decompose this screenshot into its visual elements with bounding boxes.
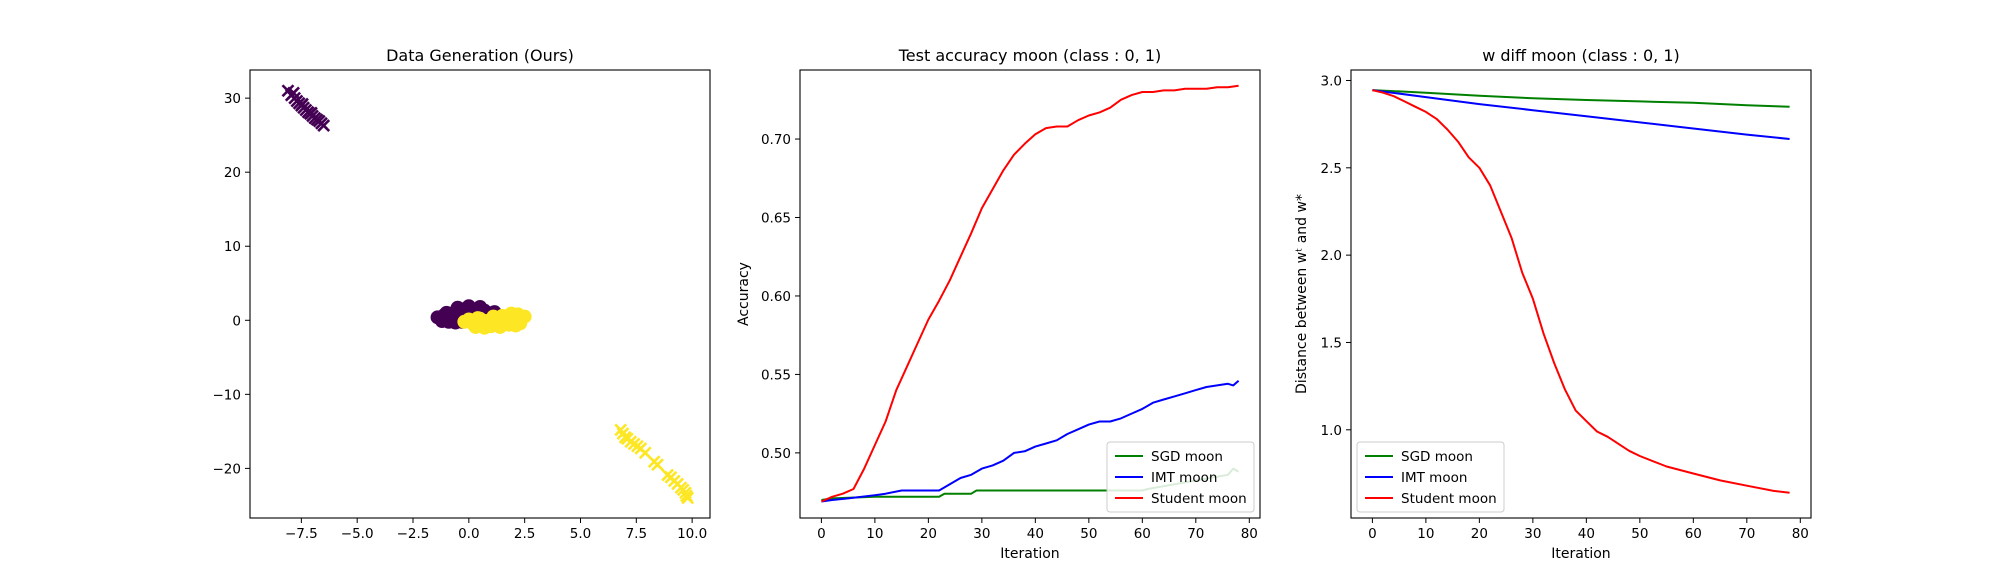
- chart-title: Data Generation (Ours): [386, 46, 574, 65]
- legend-label: SGD moon: [1401, 449, 1473, 465]
- plot-area: [281, 84, 695, 505]
- series-line-imt-moon: [1372, 89, 1790, 140]
- legend-box: [1356, 441, 1505, 513]
- y-tick-label: 3.0: [1321, 73, 1342, 89]
- x-tick-label: −7.5: [285, 526, 318, 542]
- x-tick-label: 70: [1738, 526, 1755, 542]
- legend-label: Student moon: [1151, 491, 1247, 507]
- x-tick-label: 70: [1187, 526, 1204, 542]
- x-tick-label: 20: [1471, 526, 1488, 542]
- x-tick-label: 7.5: [626, 526, 647, 542]
- x-tick-label: 50: [1080, 526, 1097, 542]
- y-tick-label: 2.0: [1321, 248, 1342, 264]
- subplot-2: Test accuracy moon (class : 0, 1) 0 10 20 30…: [736, 46, 1261, 562]
- series-line-imt-moon: [821, 379, 1240, 503]
- y-tick-label: 0.60: [761, 289, 791, 305]
- legend-label: IMT moon: [1401, 470, 1467, 486]
- plot-area: [820, 84, 1240, 503]
- y-tick-label: 1.0: [1321, 423, 1342, 439]
- y-tick-label: 2.5: [1321, 161, 1342, 177]
- axes-frame: [1350, 69, 1812, 519]
- x-tick-label: 10: [866, 526, 883, 542]
- scatter-point-class-0: [450, 300, 465, 315]
- scatter-point-x-class-1: [681, 491, 695, 505]
- legend-label: Student moon: [1401, 491, 1497, 507]
- x-tick-label: 30: [973, 526, 990, 542]
- scatter-point-class-0: [439, 305, 454, 320]
- series-line-student-moon: [1372, 89, 1790, 494]
- scatter-point-x-class-0: [287, 86, 300, 100]
- x-axis-label: Iteration: [1551, 546, 1610, 562]
- x-tick-label: 80: [1792, 526, 1809, 542]
- axes-frame: [249, 69, 711, 519]
- legend: SGD moon IMT moon Student moon: [1356, 441, 1505, 513]
- subplot-3: w diff moon (class : 0, 1) 0 10 20 30 40 50 60 7…: [1294, 46, 1812, 562]
- y-tick-label: 0: [232, 313, 241, 329]
- y-axis-label: Distance between wᵗ and w*: [1294, 194, 1310, 394]
- x-tick-label: 0: [1368, 526, 1377, 542]
- y-tick-label: 20: [224, 165, 241, 181]
- x-tick-label: 60: [1685, 526, 1702, 542]
- y-tick-label: 1.5: [1321, 335, 1342, 351]
- x-tick-label: 10: [1417, 526, 1434, 542]
- x-tick-label: 5.0: [570, 526, 591, 542]
- plot-area: [1372, 89, 1790, 494]
- chart-title: Test accuracy moon (class : 0, 1): [898, 46, 1162, 65]
- x-tick-label: 0: [817, 526, 826, 542]
- legend: SGD moon IMT moon Student moon: [1106, 441, 1255, 513]
- x-tick-label: 40: [1578, 526, 1595, 542]
- legend-box: [1106, 441, 1255, 513]
- x-tick-label: 10.0: [677, 526, 707, 542]
- scatter-point-class-1: [481, 316, 496, 331]
- subplot-1: Data Generation (Ours) −7.5 −5.0 −2.5 0.0 2.5…: [213, 46, 711, 542]
- y-tick-label: 0.65: [761, 211, 791, 227]
- x-tick-label: 20: [920, 526, 937, 542]
- x-tick-label: −2.5: [397, 526, 430, 542]
- y-tick-label: 30: [224, 91, 241, 107]
- x-tick-label: 80: [1241, 526, 1258, 542]
- x-tick-label: 0.0: [458, 526, 479, 542]
- scatter-point-x-class-0: [304, 106, 318, 120]
- x-tick-label: 60: [1134, 526, 1151, 542]
- y-tick-label: 0.55: [761, 367, 791, 383]
- y-axis-label: Accuracy: [736, 262, 752, 326]
- y-tick-label: 10: [224, 239, 241, 255]
- scatter-point-x-class-0: [317, 119, 331, 132]
- series-line-student-moon: [820, 84, 1239, 503]
- series-line-sgd-moon: [1372, 89, 1790, 108]
- x-axis-label: Iteration: [1000, 546, 1059, 562]
- legend-label: IMT moon: [1151, 470, 1217, 486]
- scatter-point-x-class-1: [651, 458, 664, 472]
- scatter-point-class-1: [499, 312, 514, 327]
- x-tick-label: −5.0: [341, 526, 374, 542]
- y-tick-label: 0.70: [761, 132, 791, 148]
- y-tick-label: −10: [213, 387, 242, 403]
- y-tick-label: 0.50: [761, 446, 791, 462]
- x-tick-label: 2.5: [514, 526, 535, 542]
- x-tick-label: 40: [1027, 526, 1044, 542]
- x-tick-label: 50: [1631, 526, 1648, 542]
- chart-title: w diff moon (class : 0, 1): [1482, 46, 1680, 65]
- x-tick-label: 30: [1524, 526, 1541, 542]
- legend-label: SGD moon: [1151, 449, 1223, 465]
- y-tick-label: −20: [213, 461, 242, 477]
- axes-frame: [799, 69, 1261, 519]
